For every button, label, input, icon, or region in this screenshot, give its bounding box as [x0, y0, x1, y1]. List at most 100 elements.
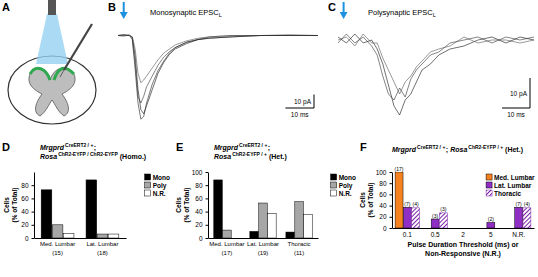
y-axis: 020406080: [21, 173, 34, 242]
scale-bar-x-label: 10 ms: [507, 111, 525, 118]
y-tick-label: 100: [192, 169, 203, 176]
x-axis-title: Pulse Duration Threshold (ms) or: [408, 241, 519, 249]
title-text: ;: [446, 146, 448, 154]
y-tick-label: 60: [21, 195, 29, 202]
y-tick-label: 0: [383, 225, 387, 232]
y-tick-label: 80: [195, 182, 203, 189]
bar: [523, 208, 531, 228]
trace: [118, 35, 318, 119]
x-axis-line: [209, 238, 319, 239]
title-superscript: ChR2-EYFP / +: [232, 151, 267, 157]
traces: [118, 35, 318, 119]
bar: [259, 203, 268, 238]
trace: [338, 34, 534, 100]
y-tick-label: 80: [21, 182, 29, 189]
y-tick-mark: [390, 228, 393, 229]
legend-swatch: [331, 174, 337, 180]
title-text: Rosa: [450, 146, 467, 153]
y-tick: 100: [192, 169, 208, 176]
legend-label: Lat. Lumbar: [494, 182, 532, 189]
legend-item: Lat. Lumbar: [486, 182, 532, 189]
y-tick-label: 100: [376, 169, 387, 176]
gray-matter: [29, 68, 75, 116]
y-tick: 100: [376, 169, 392, 176]
scale-bar-x: [285, 108, 314, 109]
x-tick-label: Med. Lumbar: [209, 241, 244, 247]
bar: [41, 190, 52, 238]
x-tick: N.R.: [512, 231, 525, 238]
bar: [431, 219, 439, 228]
legend-label: Poly: [339, 182, 353, 190]
title-superscript: ChR2-EYFP / +: [468, 144, 503, 150]
x-tick-label: 0.5: [431, 231, 440, 238]
figure-container: ABMonosynaptic EPSCL10 pA10 msCPolysynap…: [0, 0, 538, 277]
stimulus-arrow: [343, 2, 345, 13]
x-tick-label: N.R.: [512, 231, 525, 238]
title-text: (Het.): [269, 153, 287, 161]
scale-bar-y: [530, 78, 531, 108]
y-axis-line: [392, 173, 393, 229]
legend-item: Mono: [331, 174, 356, 181]
y-tick-label: 0: [25, 235, 29, 242]
y-axis-title: (% of Total): [11, 188, 19, 223]
y-tick-mark: [206, 198, 209, 199]
y-axis: 020406080100: [376, 169, 393, 232]
x-axis: 0.10.525N.R.: [393, 229, 535, 238]
panel-label: A: [2, 1, 10, 13]
panel-a: A: [2, 0, 96, 124]
bar: [467, 228, 475, 229]
x-axis: Med. LumbarLat. LumbarThoracic: [209, 239, 319, 248]
y-tick: 60: [379, 191, 392, 198]
y-tick-mark: [390, 183, 393, 184]
trace-title: Polysynaptic EPSCL: [368, 8, 436, 18]
title-subscript: L: [219, 12, 222, 18]
bar: [268, 214, 277, 238]
trace: [118, 35, 318, 103]
legend-item: Med. Lumbar: [486, 174, 535, 181]
x-tick-label: 5: [489, 231, 493, 238]
n-label: (17): [222, 250, 233, 256]
x-tick: Med. Lumbar: [40, 241, 75, 247]
bar: [459, 228, 467, 229]
legend-swatch: [486, 182, 492, 188]
y-tick: 80: [379, 180, 392, 187]
optic-fiber: [48, 0, 56, 15]
y-axis-title: (% of Total): [367, 183, 375, 218]
legend-label: Mono: [339, 174, 356, 181]
y-tick-label: 20: [21, 221, 29, 228]
title-text: Mrgprd: [392, 146, 417, 154]
bar: [214, 180, 223, 238]
y-axis-title: (% of Total): [183, 188, 191, 223]
count-label: (7): [516, 201, 522, 207]
panel-title: MrgprdCreERT2 / +;RosaChR2-EYFP / +(Het.…: [392, 144, 523, 154]
y-tick: 0: [25, 235, 34, 242]
bar: [250, 231, 259, 238]
y-tick-label: 20: [195, 221, 203, 228]
title-text: Polysynaptic EPSC: [368, 8, 433, 17]
bar: [403, 207, 411, 228]
scale-bar-y-label: 10 pA: [294, 98, 312, 106]
light-cone: [36, 14, 68, 64]
title-text: Rosa: [40, 153, 57, 160]
x-axis: Med. Lumbar Lat. Lumbar: [35, 239, 127, 248]
electrode: [64, 24, 92, 70]
figure: ABMonosynaptic EPSCL10 pA10 msCPolysynap…: [0, 0, 538, 277]
title-text: (Het.): [505, 146, 523, 154]
x-tick-label: Med. Lumbar: [40, 241, 75, 247]
legend-label: Poly: [153, 182, 167, 190]
x-tick: Lat. Lumbar: [86, 241, 118, 247]
bar: [304, 214, 313, 238]
panel-2: DMrgprdCreERT2 / +;RosaChR2-EYFP / ChR2-…: [2, 141, 170, 256]
stimulus-arrow-head: [340, 12, 348, 19]
legend-label: Thoracic: [494, 190, 521, 197]
legend-label: Med. Lumbar: [494, 174, 535, 181]
y-tick-mark: [206, 238, 209, 239]
x-tick: 0.1: [403, 231, 412, 238]
count-label: (2): [488, 216, 494, 222]
x-tick: 0.5: [431, 231, 440, 238]
y-tick-mark: [390, 194, 393, 195]
y-tick-label: 40: [195, 208, 203, 215]
legend-swatch: [145, 174, 151, 180]
bar: [108, 234, 119, 238]
y-tick-mark: [390, 217, 393, 218]
